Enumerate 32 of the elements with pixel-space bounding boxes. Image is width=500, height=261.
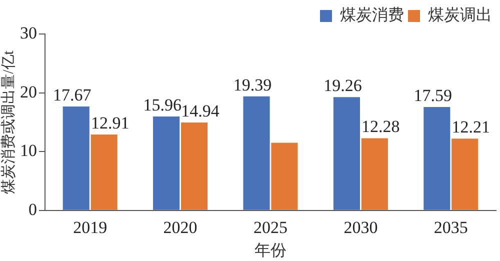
bar bbox=[153, 116, 180, 210]
y-tick-label: 20 bbox=[20, 82, 37, 102]
bar bbox=[333, 97, 360, 210]
bar bbox=[271, 142, 298, 210]
data-label: 12.21 bbox=[452, 118, 490, 137]
bar bbox=[181, 122, 208, 210]
data-label: 19.26 bbox=[324, 76, 362, 96]
bar bbox=[424, 106, 450, 210]
x-tick-label: 2035 bbox=[434, 218, 468, 238]
x-tick-label: 2020 bbox=[163, 218, 198, 238]
data-label: 15.96 bbox=[143, 96, 182, 115]
y-tick-label: 30 bbox=[20, 23, 37, 42]
data-label: 14.94 bbox=[181, 102, 220, 121]
x-tick-label: 2030 bbox=[344, 218, 378, 238]
y-tick-label: 10 bbox=[20, 141, 37, 160]
data-label: 12.28 bbox=[362, 117, 400, 136]
x-tick-label: 2025 bbox=[254, 218, 288, 238]
y-tick-label: 0 bbox=[28, 200, 37, 219]
y-axis-title: 煤炭消费或调出量/亿t bbox=[0, 50, 17, 194]
bar bbox=[62, 106, 90, 210]
legend-label: 煤炭调出 bbox=[428, 6, 492, 24]
bar bbox=[90, 134, 118, 210]
legend-label: 煤炭消费 bbox=[340, 6, 404, 24]
x-axis-title: 年份 bbox=[254, 242, 286, 260]
bar bbox=[243, 96, 270, 210]
bar bbox=[361, 138, 388, 210]
data-label: 17.67 bbox=[52, 85, 92, 104]
x-tick-label: 2019 bbox=[73, 218, 108, 238]
data-label: 12.91 bbox=[90, 113, 130, 132]
bar bbox=[452, 138, 478, 210]
data-label: 19.39 bbox=[233, 75, 272, 94]
data-label: 17.59 bbox=[414, 86, 452, 105]
